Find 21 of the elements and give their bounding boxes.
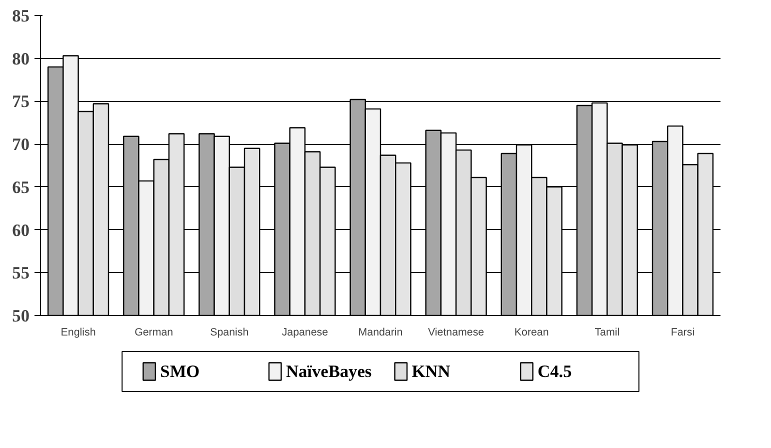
x-tick-label: Vietnamese [428, 326, 484, 338]
x-tick-label: Korean [514, 326, 549, 338]
legend-label: C4.5 [538, 362, 572, 381]
y-tick-label: 70 [12, 135, 30, 154]
legend-label: NaïveBayes [286, 362, 372, 381]
x-tick-label: Mandarin [358, 326, 403, 338]
x-tick-label: Tamil [594, 326, 620, 338]
y-tick-label: 55 [12, 264, 30, 283]
x-tick-label: Japanese [282, 326, 328, 338]
y-tick-label: 50 [12, 306, 30, 326]
x-tick-label: English [60, 326, 96, 338]
y-tick-label: 65 [12, 178, 30, 197]
legend-label: KNN [412, 362, 451, 381]
x-tick-label: Spanish [210, 326, 249, 338]
x-tick-label: German [134, 326, 174, 338]
legend-label: SMO [160, 362, 200, 381]
y-tick-label: 85 [12, 6, 30, 26]
y-tick-label: 75 [12, 92, 30, 112]
y-tick-label: 60 [12, 220, 30, 240]
y-tick-label: 80 [12, 49, 30, 68]
x-tick-label: Farsi [670, 326, 695, 338]
